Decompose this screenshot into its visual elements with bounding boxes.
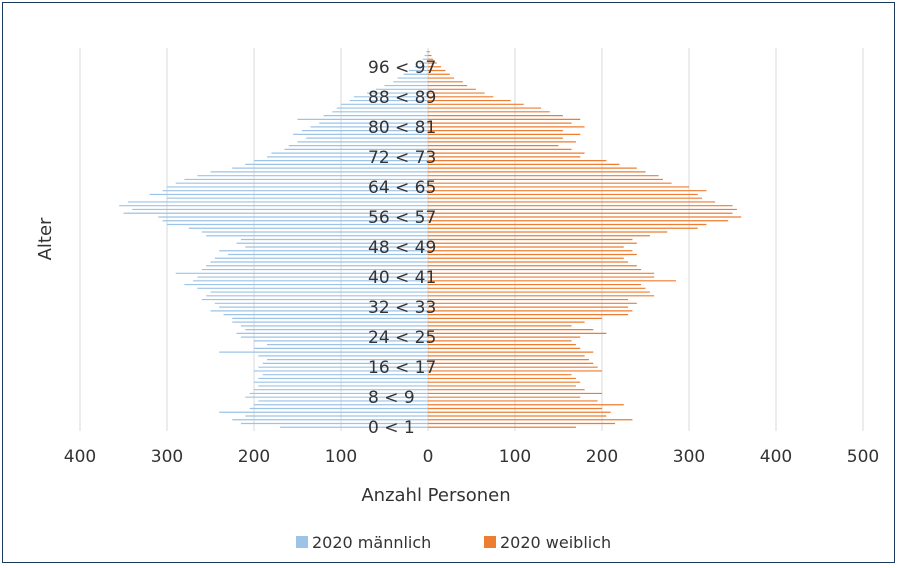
legend-swatch-female (484, 536, 496, 548)
x-tick-label: 400 (760, 447, 792, 467)
age-label: 72 < 73 (368, 148, 436, 168)
age-label: 32 < 33 (368, 298, 436, 318)
legend: 2020 männlich 2020 weiblich (296, 533, 611, 552)
age-label: 64 < 65 (368, 178, 436, 198)
x-tick-label: 0 (423, 447, 434, 467)
legend-label-female: 2020 weiblich (500, 533, 611, 552)
age-label: 80 < 81 (368, 118, 436, 138)
population-pyramid-chart: 0 < 1 8 < 9 16 < 17 24 < 25 32 < 33 40 < 41 48… (35, 48, 879, 552)
x-tick-label: 500 (847, 447, 879, 467)
x-tick-label: 200 (238, 447, 270, 467)
age-label: 24 < 25 (368, 328, 436, 348)
legend-swatch-male (296, 536, 308, 548)
age-label: 40 < 41 (368, 268, 436, 288)
x-tick-label: 200 (586, 447, 618, 467)
x-tick-label: 400 (64, 447, 96, 467)
x-tick-labels: 400 300 200 100 0 100 200 300 400 500 (64, 447, 879, 467)
x-tick-label: 100 (325, 447, 357, 467)
age-label: 96 < 97 (368, 58, 436, 78)
age-label: 0 < 1 (368, 418, 415, 438)
age-label: 8 < 9 (368, 388, 415, 408)
age-label: 16 < 17 (368, 358, 436, 378)
bars (119, 51, 742, 428)
chart-frame: 0 < 1 8 < 9 16 < 17 24 < 25 32 < 33 40 < 41 48… (2, 2, 895, 563)
y-axis-title: Alter (35, 217, 56, 260)
legend-label-male: 2020 männlich (312, 533, 431, 552)
x-axis-title: Anzahl Personen (361, 485, 510, 506)
age-labels: 0 < 1 8 < 9 16 < 17 24 < 25 32 < 33 40 < 41 48… (368, 58, 436, 438)
x-tick-label: 300 (673, 447, 705, 467)
age-label: 88 < 89 (368, 88, 436, 108)
age-label: 56 < 57 (368, 208, 436, 228)
x-tick-label: 300 (151, 447, 183, 467)
x-tick-label: 100 (499, 447, 531, 467)
age-label: 48 < 49 (368, 238, 436, 258)
